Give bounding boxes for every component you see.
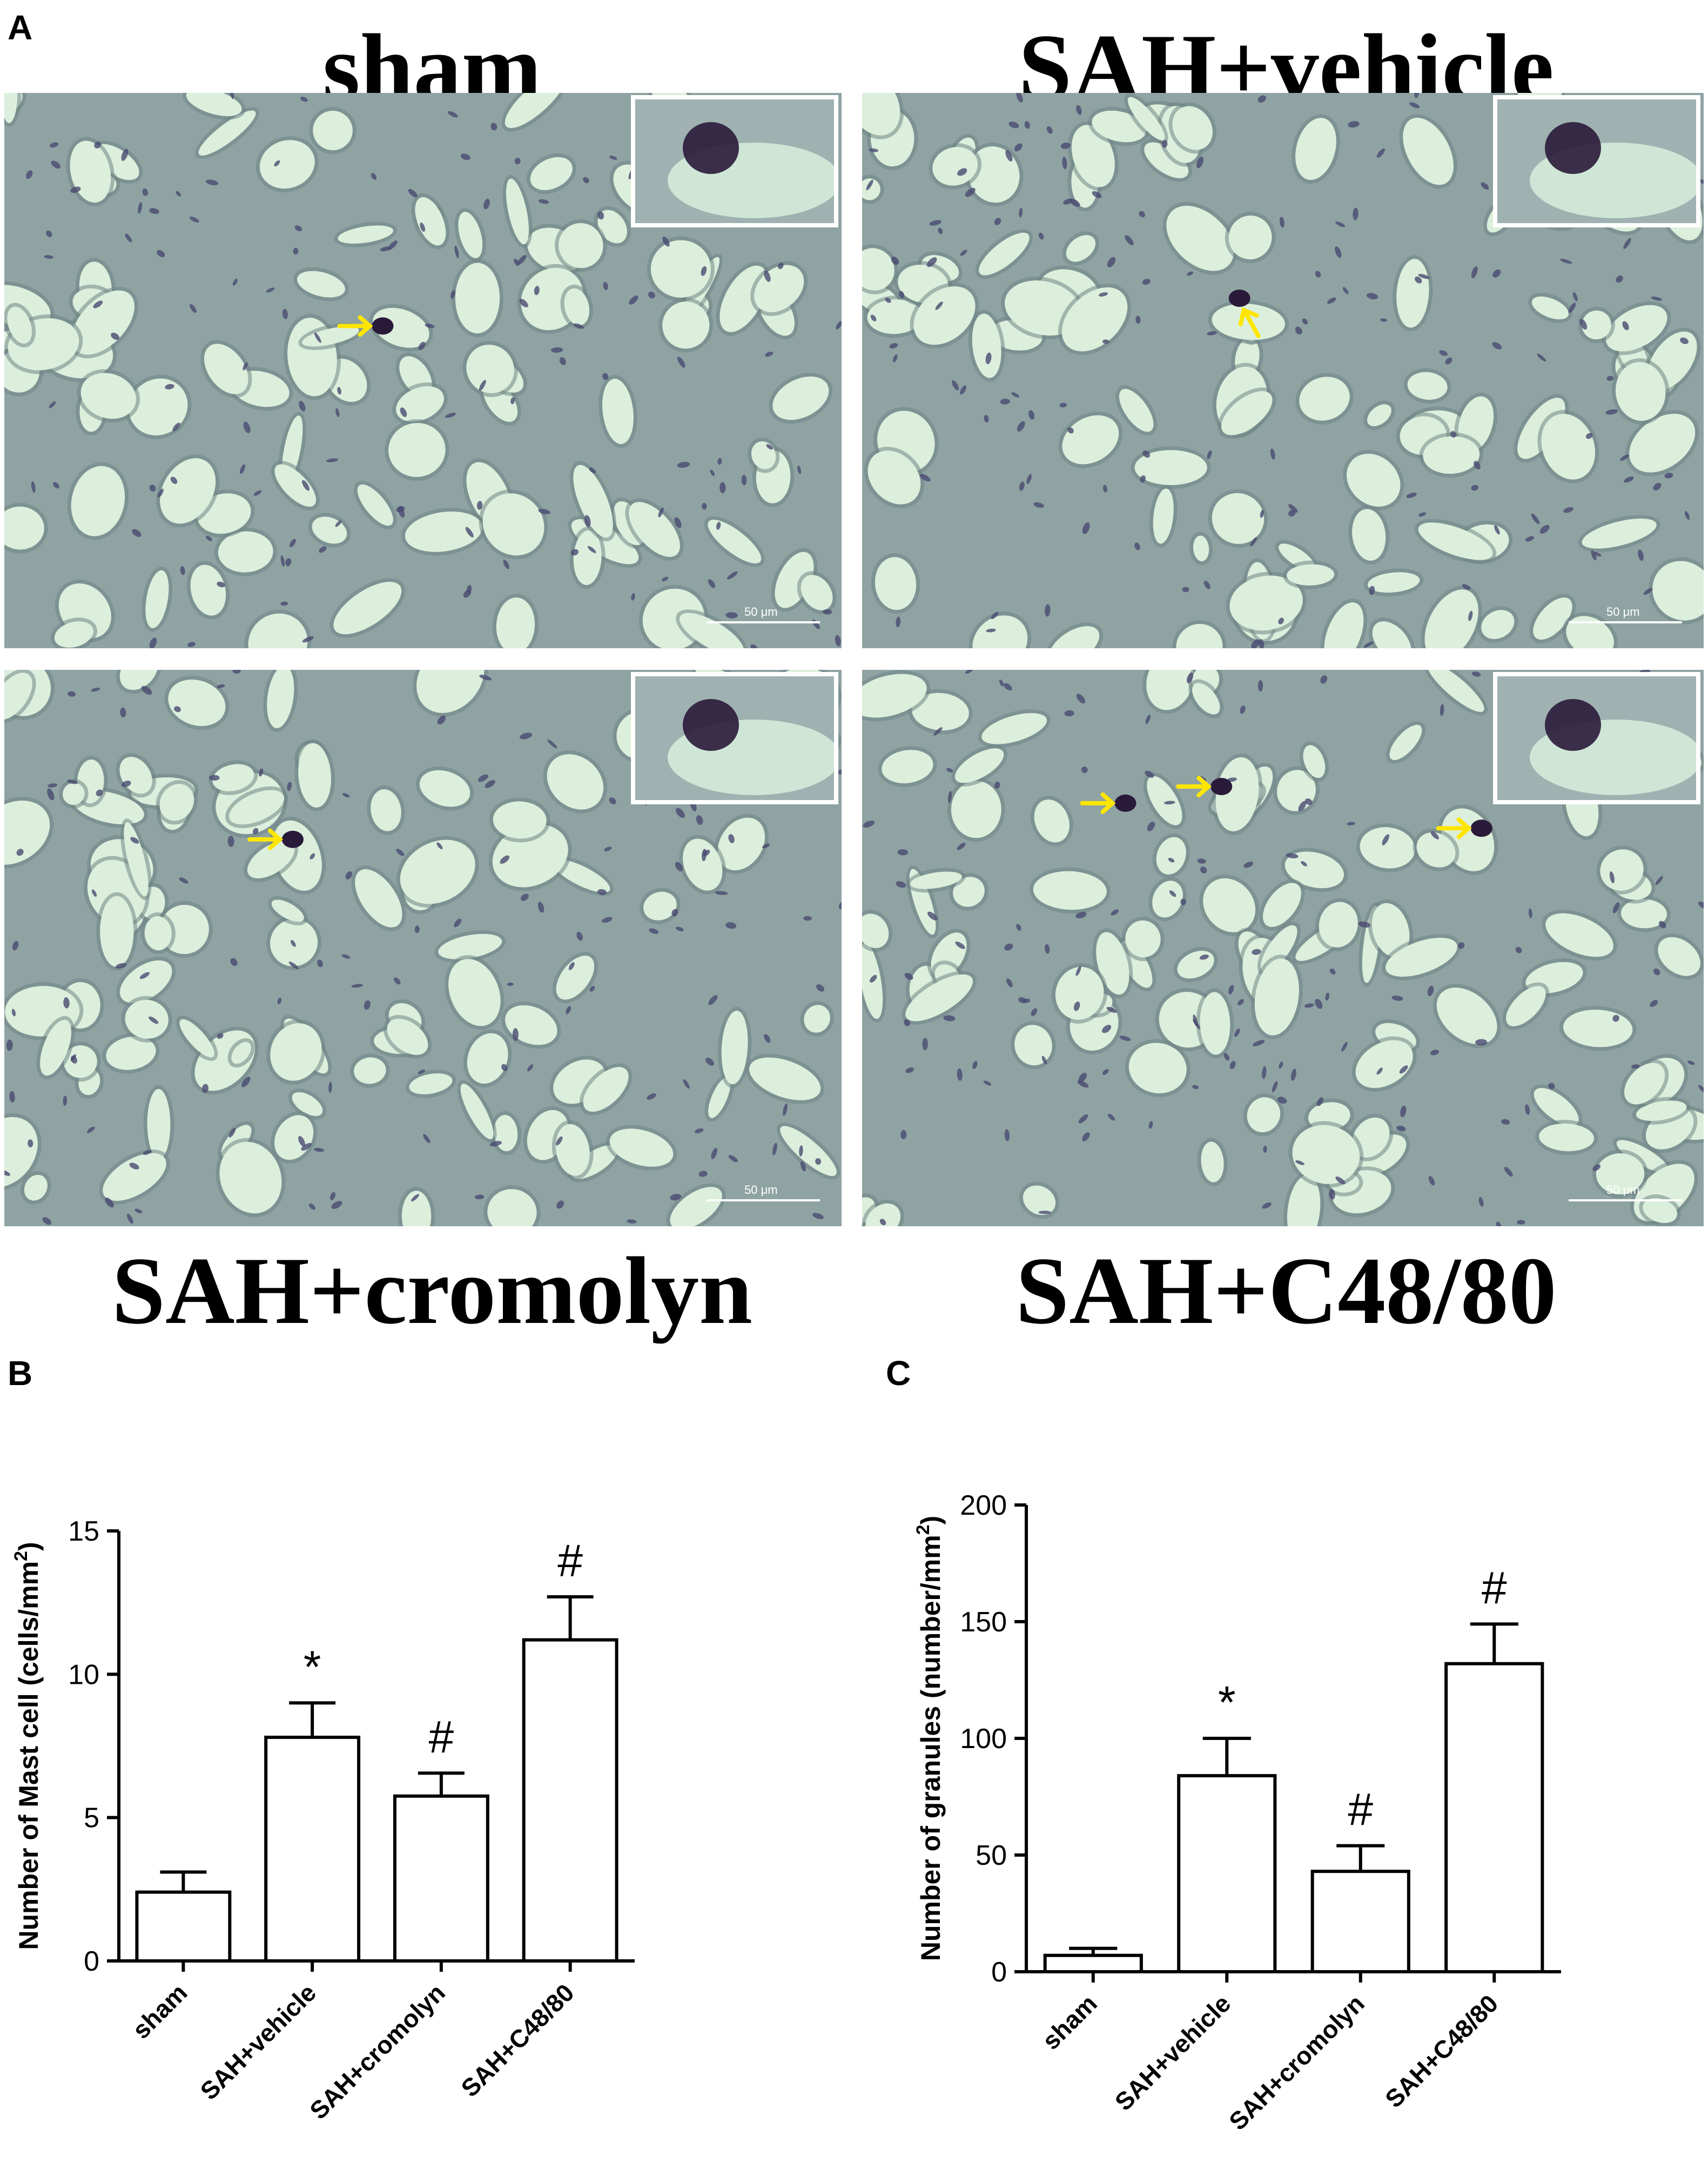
scale-bar — [1569, 1199, 1682, 1201]
significance-marker-2: # — [429, 1711, 454, 1762]
panel-letter-b: B — [8, 1354, 33, 1393]
y-tick-label: 0 — [991, 1957, 1007, 1988]
magnified-inset — [1493, 95, 1700, 227]
micrograph-sah-cromolyn: 50 μm — [4, 670, 842, 1226]
chart-panel-b: 0 5 10 15 sham * SAH+vehicle # SAH+cromolyn # SAH+… — [0, 1383, 853, 2172]
tissue-texture — [862, 93, 1704, 648]
x-tick-label-2: SAH+cromolyn — [1223, 1989, 1370, 2135]
significance-marker-1: * — [304, 1641, 321, 1692]
bar-0 — [135, 1890, 232, 1963]
scale-bar-label: 50 μm — [1606, 605, 1640, 619]
bar-3 — [522, 1638, 618, 1963]
x-tick-label-3: SAH+C48/80 — [455, 1978, 579, 2102]
y-axis-label: Number of Mast cell (cells/mm2) — [11, 1542, 44, 1950]
magnified-inset — [1493, 672, 1700, 804]
bar-3 — [1444, 1662, 1544, 1973]
chart-b-svg: 0 5 10 15 sham * SAH+vehicle # SAH+cromolyn # SAH+… — [11, 1516, 635, 2125]
bar-1 — [1177, 1774, 1277, 1973]
y-tick-label: 50 — [976, 1840, 1007, 1871]
scale-bar — [707, 621, 820, 623]
y-tick-label: 150 — [960, 1607, 1007, 1638]
chart-panel-c: 0 50 100 150 200 sham * SAH+vehicle # SAH+cromoly… — [853, 1383, 1708, 2172]
magnified-inset — [631, 672, 838, 804]
significance-marker-2: # — [1348, 1784, 1373, 1835]
significance-marker-1: * — [1218, 1677, 1236, 1728]
y-tick-label: 100 — [960, 1723, 1007, 1755]
significance-marker-3: # — [1482, 1562, 1507, 1613]
scale-bar-label: 50 μm — [744, 1183, 778, 1197]
y-axis-label: Number of granules (number/mm2) — [913, 1516, 946, 1961]
scale-bar-label: 50 μm — [1606, 1183, 1640, 1197]
panel-letter-c: C — [886, 1354, 911, 1393]
bar-0 — [1043, 1953, 1143, 1974]
micrograph-sham: 50 μm — [4, 93, 842, 648]
scale-bar — [707, 1199, 820, 1201]
bar-2 — [1310, 1870, 1410, 1973]
group-title-sah-c48-80: SAH+C48/80 — [1016, 1237, 1557, 1344]
scale-bar-label: 50 μm — [744, 605, 778, 619]
x-tick-label-1: SAH+vehicle — [194, 1978, 321, 2105]
scale-bar — [1569, 621, 1682, 623]
bar-2 — [393, 1794, 489, 1963]
x-tick-label-0: sham — [1037, 1989, 1102, 2055]
x-tick-label-3: SAH+C48/80 — [1380, 1989, 1503, 2113]
micrograph-sah-c48-80: 50 μm — [862, 670, 1704, 1226]
x-tick-label-0: sham — [127, 1978, 193, 2044]
panel-letter-a: A — [8, 8, 33, 47]
y-tick-label: 10 — [68, 1659, 99, 1690]
group-title-sah-cromolyn: SAH+cromolyn — [112, 1237, 752, 1344]
y-tick-label: 15 — [68, 1516, 99, 1547]
y-tick-label: 0 — [84, 1946, 99, 1977]
significance-marker-3: # — [557, 1535, 583, 1586]
x-tick-label-2: SAH+cromolyn — [304, 1978, 450, 2125]
chart-c-svg: 0 50 100 150 200 sham * SAH+vehicle # SAH+cromoly… — [913, 1490, 1561, 2135]
magnified-inset — [631, 95, 838, 227]
micrograph-sah-vehicle: 50 μm — [862, 93, 1704, 648]
y-tick-label: 5 — [84, 1803, 99, 1834]
y-tick-label: 200 — [960, 1490, 1007, 1521]
bar-1 — [264, 1736, 361, 1963]
x-tick-label-1: SAH+vehicle — [1109, 1989, 1236, 2116]
tissue-texture — [862, 670, 1704, 1226]
